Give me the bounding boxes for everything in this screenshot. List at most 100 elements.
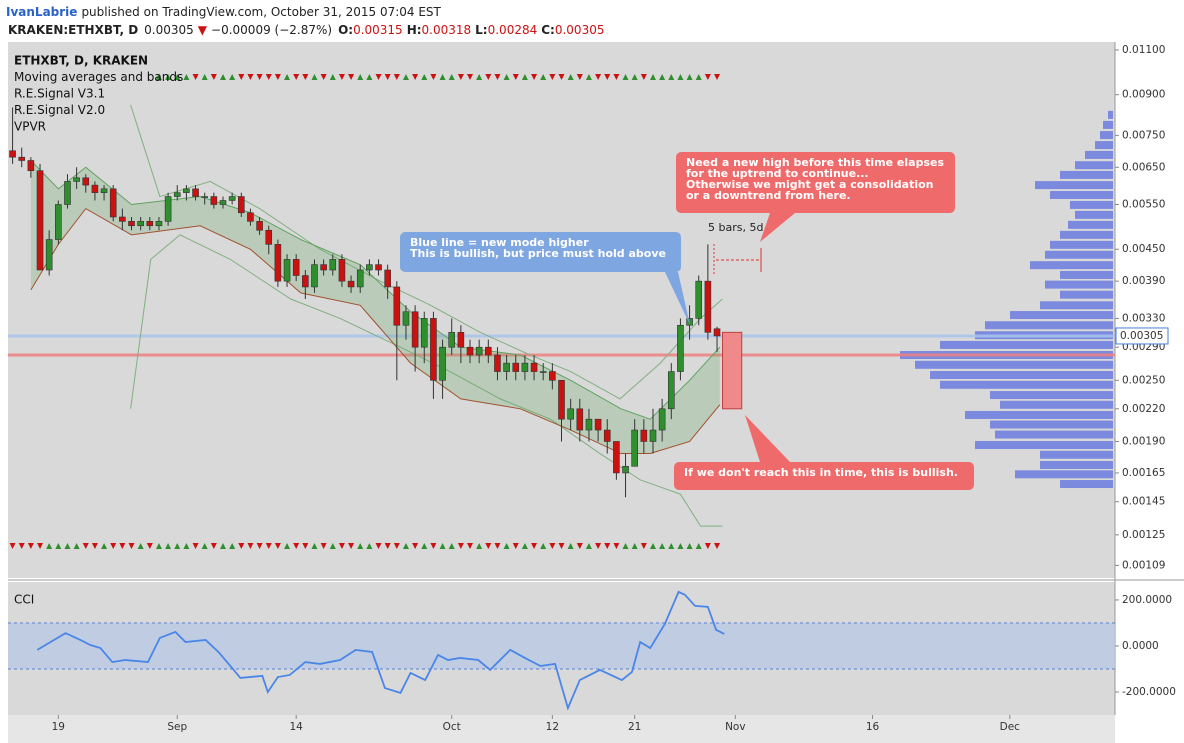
signal <box>503 74 510 80</box>
signal <box>247 543 254 549</box>
candle-body <box>55 204 62 240</box>
signal <box>595 74 602 80</box>
volume-bar <box>995 430 1113 439</box>
volume-bar <box>975 441 1113 450</box>
volume-bar <box>1015 470 1113 479</box>
symbol: KRAKEN:ETHXBT, D <box>8 23 138 37</box>
candle-body <box>119 216 126 222</box>
volume-bar <box>1103 120 1113 129</box>
signal <box>485 74 492 80</box>
volume-bar <box>1050 190 1113 199</box>
quote: KRAKEN:ETHXBT, D 0.00305 ▼ −0.00009 (−2.87%… <box>8 23 604 37</box>
candle-body <box>137 221 144 227</box>
field-key: O: <box>338 23 353 37</box>
signal <box>64 543 71 549</box>
candle-body <box>347 280 355 288</box>
signal <box>238 74 245 80</box>
candle-body <box>439 346 446 381</box>
signal <box>174 543 181 549</box>
signal <box>549 543 556 549</box>
signal <box>531 74 538 80</box>
candle-body <box>457 332 465 348</box>
callout-text: If we don't reach this in time, this is … <box>684 466 958 479</box>
callout-text: for the uptrend to continue... <box>686 167 869 180</box>
signal <box>649 74 656 80</box>
signal <box>540 543 547 549</box>
signal <box>219 74 226 80</box>
candle-body <box>576 408 584 431</box>
candle-body <box>283 259 291 282</box>
signal <box>640 543 647 549</box>
signal <box>585 74 592 80</box>
signal <box>128 543 135 549</box>
signal <box>9 543 16 549</box>
candle-body <box>704 280 712 333</box>
callout <box>674 462 974 490</box>
signal <box>604 74 611 80</box>
volume-bar <box>1075 210 1113 219</box>
signal <box>238 543 245 549</box>
last: 0.00305 <box>144 23 194 37</box>
signal <box>137 543 144 549</box>
candle-body <box>173 192 181 197</box>
y-tick-label: 0.00450 <box>1122 243 1165 255</box>
signal <box>210 74 217 80</box>
signal <box>714 543 721 549</box>
signal <box>274 543 281 549</box>
signal <box>494 543 501 549</box>
signal <box>119 543 126 549</box>
signal <box>375 74 382 80</box>
x-tick-label: 14 <box>289 721 303 733</box>
signal <box>659 543 666 549</box>
signal <box>412 74 419 80</box>
signal <box>265 74 272 80</box>
callout-tail <box>745 415 790 462</box>
signal <box>311 74 318 80</box>
signal <box>686 74 693 80</box>
y-tick-label: 0.00550 <box>1122 199 1165 211</box>
y-tick-label: 0.00220 <box>1122 403 1165 415</box>
signal <box>704 543 711 549</box>
signal <box>402 74 409 80</box>
signal <box>439 74 446 80</box>
signal <box>668 543 675 549</box>
volume-bar <box>990 420 1113 429</box>
signal <box>338 74 345 80</box>
signal <box>210 543 217 549</box>
callout-text: or a downtrend from here. <box>686 189 851 202</box>
signal <box>348 543 355 549</box>
price-tag <box>1115 327 1169 345</box>
signal <box>229 74 236 80</box>
volume-bar <box>1085 150 1113 159</box>
signal <box>439 543 446 549</box>
candle-body <box>73 177 80 182</box>
candle-body <box>128 221 135 227</box>
candle-body <box>539 371 547 373</box>
y-tick-label: 0.01100 <box>1122 44 1165 56</box>
candle-body <box>274 244 282 282</box>
volume-bar <box>1108 110 1113 119</box>
signal <box>677 543 684 549</box>
candle-body <box>183 188 190 193</box>
volume-bar <box>1060 480 1113 489</box>
candle-body <box>603 429 611 442</box>
signal <box>622 74 629 80</box>
signal <box>576 543 583 549</box>
candle-body <box>622 465 629 474</box>
candle-body <box>613 441 620 474</box>
callout-text: This is bullish, but price must hold abo… <box>410 247 666 260</box>
candle-body <box>677 324 684 372</box>
cci-line <box>36 590 725 711</box>
signal <box>402 543 409 549</box>
candle-body <box>27 160 35 172</box>
signal <box>146 543 153 549</box>
candle-body <box>146 221 154 227</box>
candle-body <box>320 264 327 271</box>
candle-body <box>356 269 364 288</box>
price-pane <box>8 42 1115 578</box>
x-tick-label: Sep <box>167 721 187 733</box>
volume-bar <box>1045 280 1113 289</box>
candle-body <box>411 311 419 348</box>
volume-bar <box>1100 131 1113 140</box>
signal <box>521 543 528 549</box>
